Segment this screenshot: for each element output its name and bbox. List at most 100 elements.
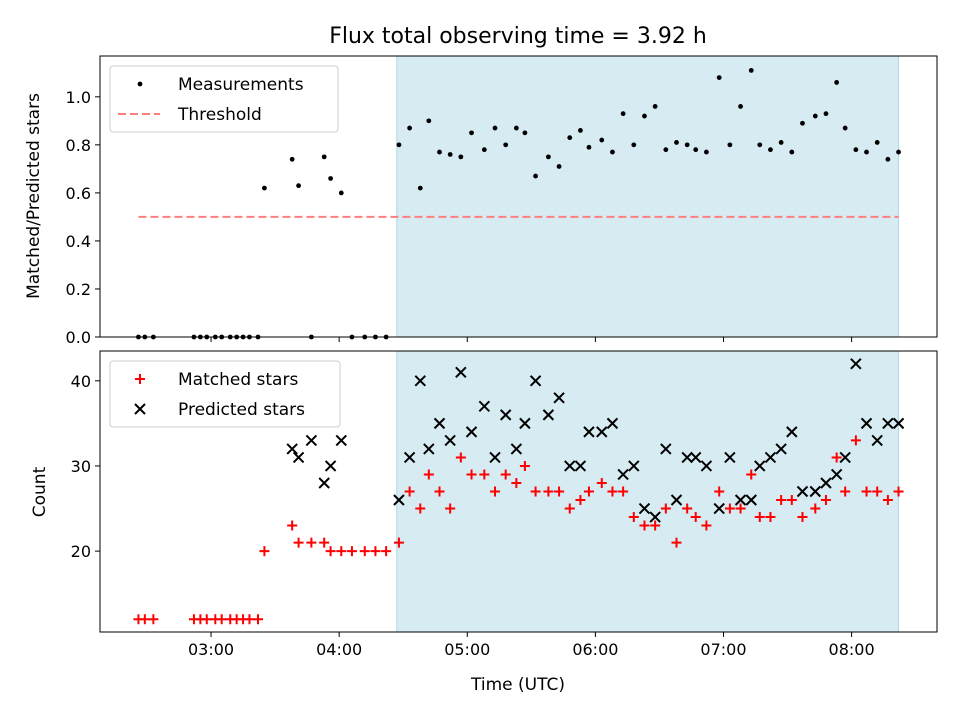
data-point (216, 614, 227, 625)
data-point (455, 366, 467, 378)
data-point (842, 125, 848, 131)
data-point (754, 512, 765, 523)
bottom-axes: 03:00 04:00 05:00 06:00 07:00 08:00 20 30 40 Matc… (71, 350, 938, 659)
data-point (511, 477, 522, 488)
data-point (631, 142, 637, 148)
series-predicted-stars (286, 358, 905, 523)
data-point (839, 451, 851, 464)
data-point (882, 417, 894, 430)
data-point (617, 468, 629, 481)
data-point (583, 426, 595, 438)
data-point (253, 614, 264, 625)
data-point (564, 460, 576, 472)
data-point (850, 358, 862, 370)
data-point (703, 149, 709, 155)
data-point (338, 190, 344, 196)
data-point (543, 486, 554, 497)
observing-window-region (396, 55, 900, 338)
data-point (262, 185, 267, 191)
data-point (522, 130, 528, 136)
data-point (874, 140, 880, 145)
data-point (810, 503, 821, 514)
data-point (872, 486, 883, 497)
data-point (618, 486, 629, 497)
data-point (564, 503, 575, 514)
data-point (853, 147, 859, 153)
x-tick-label: 07:00 (700, 640, 746, 659)
data-point (447, 152, 453, 157)
data-point (319, 537, 330, 548)
data-point (714, 486, 725, 497)
data-point (305, 434, 318, 447)
data-point (500, 469, 511, 480)
y-tick-label: 40 (71, 372, 91, 391)
data-point (423, 443, 435, 455)
data-point (748, 68, 754, 73)
data-point (293, 537, 304, 548)
data-point (650, 520, 661, 531)
data-point (628, 512, 639, 523)
data-point (479, 469, 490, 480)
data-point (458, 154, 464, 160)
data-point (434, 486, 445, 497)
data-point (244, 614, 255, 625)
data-point (684, 142, 690, 148)
data-point (746, 469, 757, 480)
legend-label: Predicted stars (178, 400, 305, 420)
data-point (620, 111, 626, 117)
data-point (287, 520, 298, 531)
data-point (325, 546, 336, 557)
legend-swatch (135, 374, 145, 384)
data-point (336, 546, 347, 557)
data-point (396, 142, 402, 148)
data-point (700, 460, 713, 472)
bottom-y-axis-label: Count (30, 466, 50, 517)
data-point (554, 486, 565, 497)
x-tick-label: 04:00 (316, 640, 362, 659)
data-point (201, 614, 212, 625)
data-point (764, 451, 777, 464)
y-tick-label: 20 (71, 542, 91, 561)
data-point (663, 147, 669, 153)
data-point (296, 183, 301, 189)
data-point (346, 546, 357, 557)
y-tick-label: 0.6 (66, 184, 91, 203)
data-point (478, 400, 491, 413)
top-y-axis-label: Matched/Predicted stars (24, 93, 44, 299)
data-point (318, 477, 330, 489)
data-point (556, 164, 562, 169)
data-point (403, 451, 416, 464)
legend: Measurements Threshold (109, 65, 339, 133)
y-tick-label: 0.4 (66, 232, 91, 251)
data-point (893, 486, 904, 497)
data-point (796, 485, 809, 498)
data-point (583, 486, 594, 497)
data-point (864, 149, 869, 155)
axes-frame (99, 350, 938, 633)
data-point (545, 154, 551, 160)
data-point (831, 452, 842, 463)
data-point (578, 128, 583, 133)
data-point (370, 546, 381, 557)
data-point (724, 503, 735, 514)
legend-swatch (137, 81, 143, 87)
data-point (426, 118, 432, 124)
legend-label: Matched stars (178, 370, 298, 390)
data-point (596, 477, 607, 488)
data-point (734, 494, 747, 506)
top-axes: 0.0 0.2 0.4 0.6 0.8 1.0 Measurements Threshold (66, 55, 938, 347)
y-tick-label: 1.0 (66, 88, 91, 107)
data-point (492, 125, 498, 131)
data-point (513, 125, 519, 131)
data-point (542, 409, 555, 421)
data-point (469, 130, 474, 136)
data-point (778, 140, 784, 145)
data-point (393, 537, 404, 548)
data-point (519, 460, 530, 471)
data-point (649, 511, 661, 523)
x-tick-label: 08:00 (829, 640, 875, 659)
series-matched-stars (133, 435, 904, 625)
data-point (652, 104, 658, 109)
y-tick-label: 30 (71, 457, 91, 476)
data-point (606, 417, 619, 430)
